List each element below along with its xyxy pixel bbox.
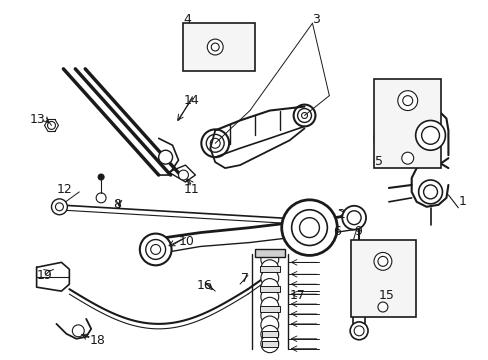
Bar <box>262 341 277 347</box>
Circle shape <box>415 121 445 150</box>
Circle shape <box>207 39 223 55</box>
Bar <box>262 331 277 337</box>
Text: 16: 16 <box>196 279 212 292</box>
Bar <box>259 266 279 272</box>
Text: 1: 1 <box>457 195 465 208</box>
Circle shape <box>260 325 278 343</box>
Circle shape <box>260 307 278 325</box>
Circle shape <box>98 174 104 180</box>
Circle shape <box>260 279 278 296</box>
Circle shape <box>140 234 171 265</box>
Text: 7: 7 <box>241 272 248 285</box>
Circle shape <box>342 206 366 230</box>
Circle shape <box>281 200 337 255</box>
Text: 9: 9 <box>353 225 361 238</box>
Bar <box>350 239 415 317</box>
Circle shape <box>418 180 442 204</box>
Circle shape <box>260 316 278 334</box>
Text: 6: 6 <box>333 225 341 238</box>
Bar <box>373 79 441 168</box>
Circle shape <box>72 325 84 337</box>
Circle shape <box>260 335 278 353</box>
Text: 18: 18 <box>89 334 105 347</box>
Circle shape <box>178 170 188 180</box>
Text: 15: 15 <box>378 289 394 302</box>
Text: 3: 3 <box>312 13 320 26</box>
Text: 8: 8 <box>113 198 121 211</box>
Text: 13: 13 <box>30 113 45 126</box>
Circle shape <box>260 297 278 315</box>
Text: 19: 19 <box>37 269 52 282</box>
Bar <box>254 249 284 257</box>
Circle shape <box>373 252 391 270</box>
Text: 10: 10 <box>178 235 194 248</box>
Circle shape <box>260 288 278 306</box>
Circle shape <box>260 260 278 278</box>
Text: 5: 5 <box>374 155 382 168</box>
Text: 14: 14 <box>183 94 199 107</box>
Text: 12: 12 <box>56 183 72 196</box>
Text: 4: 4 <box>183 13 191 26</box>
Circle shape <box>302 212 322 231</box>
Bar <box>183 23 254 71</box>
Text: 2: 2 <box>337 208 345 221</box>
Text: 11: 11 <box>183 183 199 196</box>
Bar <box>259 286 279 292</box>
Circle shape <box>260 251 278 268</box>
Text: 17: 17 <box>289 289 305 302</box>
Circle shape <box>349 322 367 340</box>
Circle shape <box>260 269 278 287</box>
Circle shape <box>158 150 172 164</box>
Bar <box>259 306 279 312</box>
Circle shape <box>377 302 387 312</box>
Circle shape <box>401 152 413 164</box>
Circle shape <box>51 199 67 215</box>
Circle shape <box>397 91 417 111</box>
